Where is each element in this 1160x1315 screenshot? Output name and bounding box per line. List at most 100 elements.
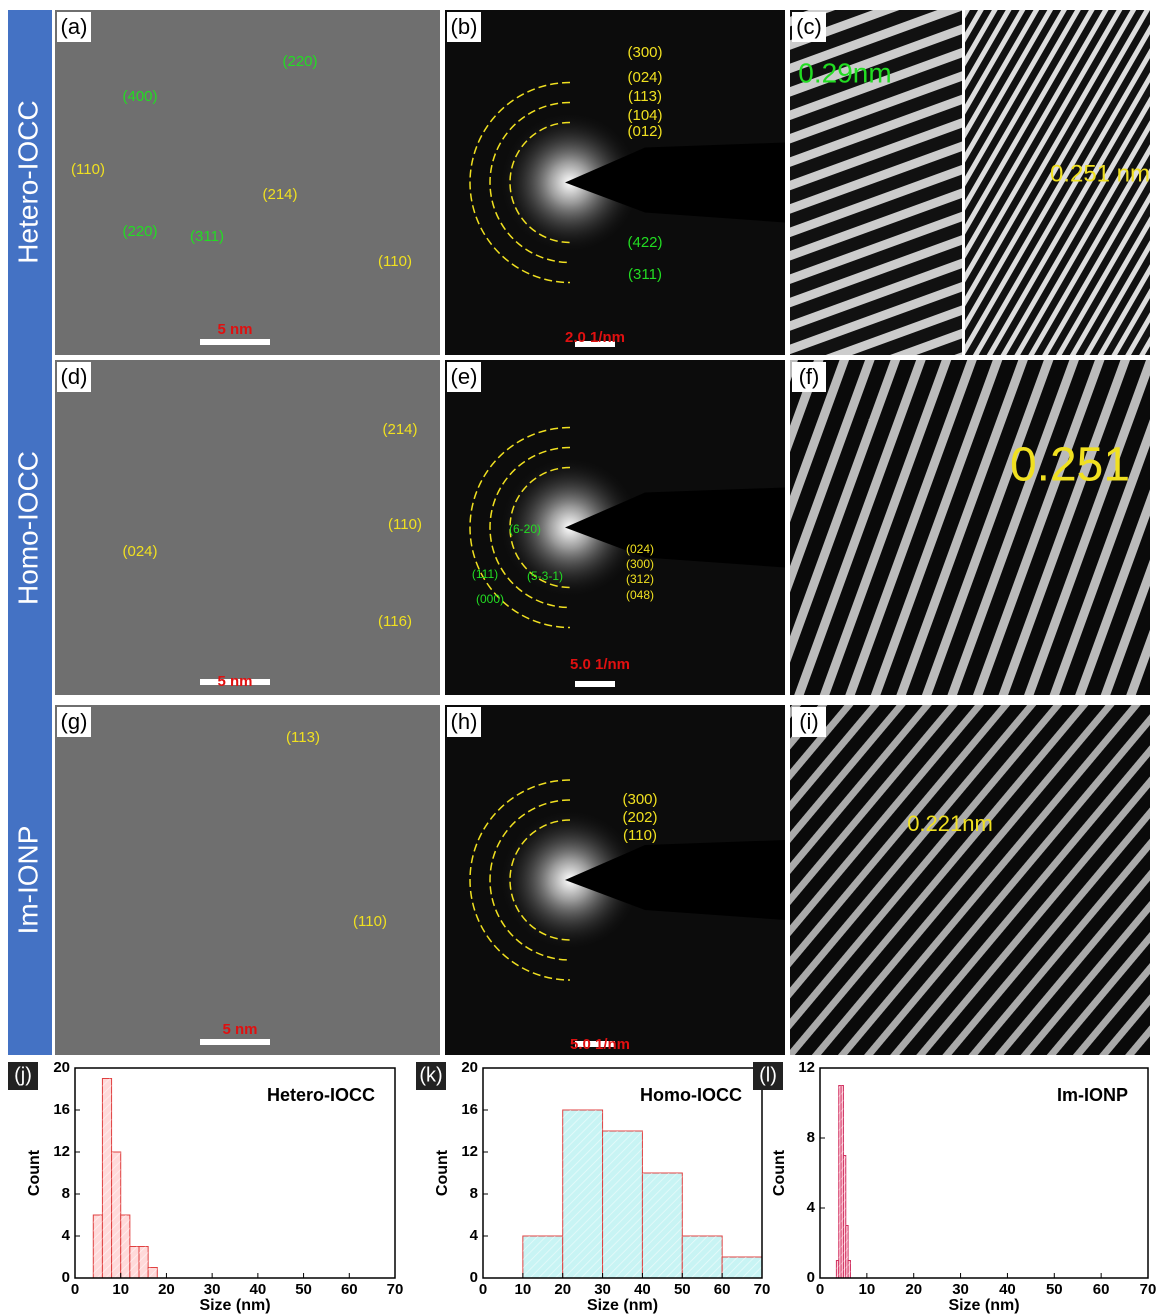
panel-label: (a) [61, 14, 88, 39]
image-panel: (d) (214) (110) (024) (116) 5 nm [55, 360, 440, 695]
annotation: (104) [627, 107, 662, 124]
annotation: (311) [190, 228, 224, 245]
x-tick-label: 20 [158, 1281, 175, 1298]
annotation: (6-20) [509, 522, 541, 536]
panel-label: (d) [61, 364, 88, 389]
bar-hatch [148, 1268, 157, 1279]
image-panel: (b)(300)(024)(113)(104)(012)(422)(311)2.… [445, 10, 785, 355]
panel-label: (i) [799, 709, 819, 734]
annotation: (300) [626, 557, 654, 571]
y-axis-label: Count [771, 1149, 788, 1196]
annotation: (311) [628, 266, 662, 283]
image-panel: (f)0.251 [790, 360, 1150, 695]
fringe-image [790, 705, 1150, 1055]
x-axis-label: Size (nm) [587, 1297, 658, 1314]
annotation: (110) [378, 253, 412, 270]
x-tick-label: 30 [594, 1281, 611, 1298]
x-tick-label: 10 [112, 1281, 129, 1298]
annotation: (024) [122, 543, 157, 560]
x-tick-label: 50 [295, 1281, 312, 1298]
bar-hatch [722, 1257, 762, 1278]
scale-bar [200, 339, 270, 345]
panels: Hetero-IOCC Homo-IOCC Im-IONP (a) (400) (220)… [12, 10, 1150, 1055]
tem-image [55, 360, 440, 695]
y-tick-label: 4 [62, 1227, 71, 1244]
x-axis-label: Size (nm) [199, 1297, 270, 1314]
histogram: 010203040506070048121620Size (nm)CountHe… [8, 1059, 403, 1314]
image-panel: (g)(113)(110)5 nm [55, 705, 440, 1055]
y-tick-label: 8 [62, 1185, 70, 1202]
annotation: (214) [382, 421, 417, 438]
annotation: (111) [472, 567, 498, 581]
row-label: Im-IONP [12, 826, 43, 935]
bar-hatch [848, 1261, 850, 1279]
bar-hatch [112, 1152, 121, 1278]
bar-hatch [121, 1215, 130, 1278]
tem-image [55, 10, 440, 355]
fringe-image [790, 360, 1150, 695]
bar-hatch [642, 1173, 682, 1278]
y-tick-label: 0 [807, 1269, 815, 1286]
annotation: 0.251 nm [1050, 160, 1150, 187]
chart-title: Hetero-IOCC [267, 1085, 375, 1105]
bar-hatch [93, 1215, 102, 1278]
annotation: (024) [627, 69, 662, 86]
panel-label: (k) [419, 1064, 442, 1086]
y-tick-label: 16 [461, 1101, 478, 1118]
x-tick-label: 70 [754, 1281, 771, 1298]
x-tick-label: 0 [71, 1281, 79, 1298]
annotation: (110) [353, 913, 387, 930]
annotation: (110) [623, 827, 657, 844]
annotation: (048) [626, 588, 654, 602]
annotation: (113) [628, 88, 662, 105]
y-axis-label: Count [434, 1149, 451, 1196]
row-label: Hetero-IOCC [12, 100, 43, 263]
image-panel: (e)(6-20)(111)(5-3-1)(000)(024)(300)(312… [445, 360, 785, 695]
x-tick-label: 40 [634, 1281, 651, 1298]
annotation: (400) [122, 88, 157, 105]
tem-image [55, 705, 440, 1055]
annotation: (116) [378, 613, 412, 630]
annotation: 5 nm [217, 673, 252, 690]
y-tick-label: 20 [461, 1059, 478, 1076]
panel-label: (h) [451, 709, 478, 734]
chart-title: Homo-IOCC [640, 1085, 742, 1105]
annotation: 5.0 1/nm [570, 656, 630, 673]
x-tick-label: 60 [341, 1281, 358, 1298]
annotation: (422) [627, 234, 662, 251]
x-tick-label: 30 [952, 1281, 969, 1298]
annotation: (012) [627, 123, 662, 140]
x-tick-label: 10 [515, 1281, 532, 1298]
scale-bar [200, 1039, 270, 1045]
chart-title: Im-IONP [1057, 1085, 1128, 1105]
bar-hatch [563, 1110, 603, 1278]
y-tick-label: 8 [807, 1129, 815, 1146]
bar-hatch [682, 1236, 722, 1278]
image-panel: (h)(300)(202)(110)5.0 1/nm [445, 705, 785, 1055]
annotation: 5 nm [222, 1021, 257, 1038]
figure: Hetero-IOCC Homo-IOCC Im-IONP (a) (400) (220)… [0, 0, 1160, 1315]
annotation: (220) [282, 53, 317, 70]
x-tick-label: 0 [479, 1281, 487, 1298]
row-label: Homo-IOCC [12, 451, 43, 605]
y-tick-label: 4 [807, 1199, 816, 1216]
x-tick-label: 50 [1046, 1281, 1063, 1298]
image-panel: (a)(400)(220)(110)(214)(220)(311)(110)5 … [55, 10, 440, 355]
x-tick-label: 50 [674, 1281, 691, 1298]
annotation: 5 nm [217, 321, 252, 338]
x-axis-label: Size (nm) [948, 1297, 1019, 1314]
annotation: (000) [476, 592, 504, 606]
bar-hatch [130, 1247, 139, 1279]
x-tick-label: 60 [1093, 1281, 1110, 1298]
annotation: (300) [627, 44, 662, 61]
annotation: (312) [626, 572, 654, 586]
bar-hatch [603, 1131, 643, 1278]
image-panel: (c)0.29nm0.251 nm [790, 10, 1150, 355]
annotation: (110) [388, 516, 422, 533]
y-tick-label: 8 [470, 1185, 478, 1202]
annotation: 5.0 1/nm [570, 1036, 630, 1053]
panel-label: (f) [799, 364, 820, 389]
annotation: 0.29nm [798, 57, 891, 88]
annotation: (300) [622, 791, 657, 808]
